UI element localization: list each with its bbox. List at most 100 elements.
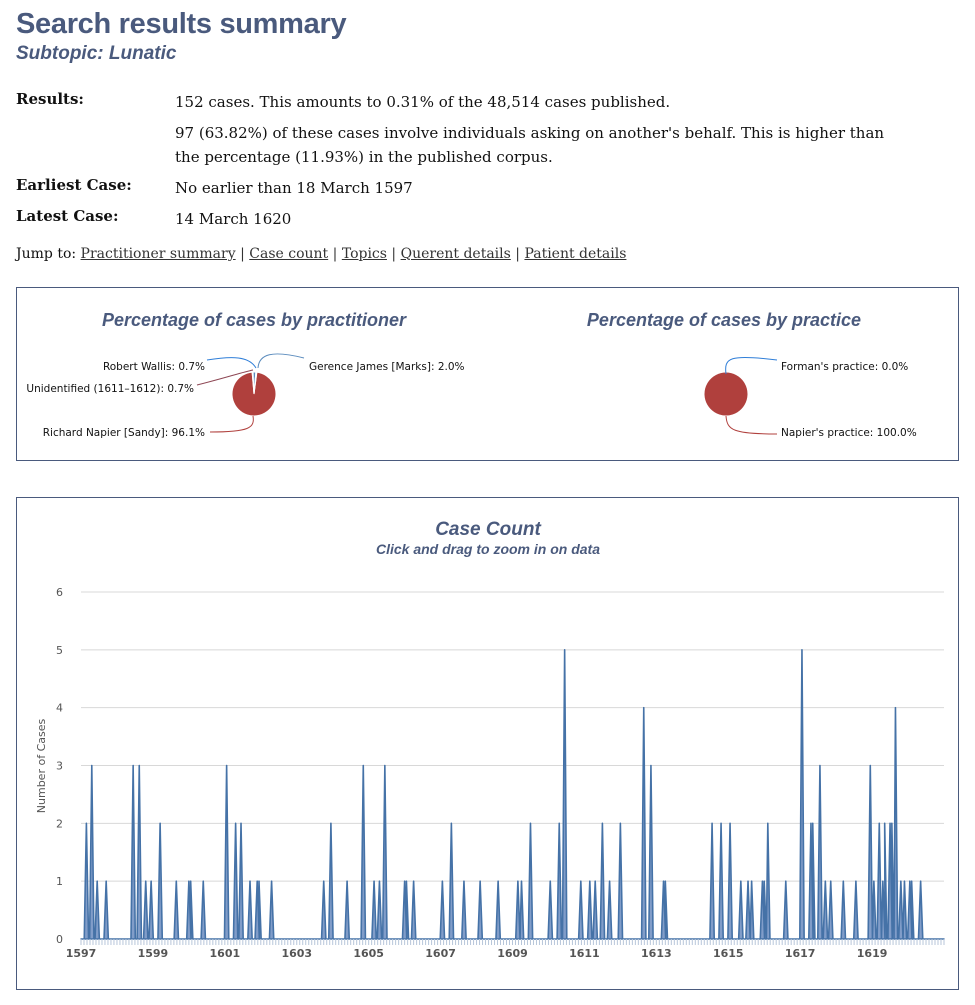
data-point[interactable] [159, 822, 161, 824]
data-point[interactable] [258, 880, 260, 882]
data-point[interactable] [450, 822, 452, 824]
data-point[interactable] [564, 649, 566, 651]
data-point[interactable] [767, 822, 769, 824]
data-point[interactable] [740, 880, 742, 882]
jump-link-practitioner-summary[interactable]: Practitioner summary [80, 246, 236, 262]
data-point[interactable] [270, 880, 273, 882]
data-point[interactable] [911, 880, 913, 882]
data-point[interactable] [729, 822, 731, 824]
data-point[interactable] [594, 880, 596, 882]
jump-link-case-count[interactable]: Case count [249, 246, 329, 262]
data-point[interactable] [405, 880, 408, 882]
data-point[interactable] [150, 880, 152, 882]
pie-slice-napier-practice[interactable] [703, 371, 749, 417]
data-point[interactable] [909, 880, 911, 882]
x-tick-label: 1597 [66, 947, 97, 960]
case-count-subtitle: Click and drag to zoom in on data [376, 541, 600, 557]
jump-link-querent-details[interactable]: Querent details [400, 246, 511, 262]
data-point[interactable] [373, 880, 375, 882]
jump-link-patient-details[interactable]: Patient details [524, 246, 627, 262]
data-point[interactable] [891, 822, 893, 824]
data-point[interactable] [763, 880, 765, 882]
data-point[interactable] [91, 764, 93, 767]
data-point[interactable] [589, 880, 591, 882]
data-point[interactable] [580, 880, 582, 882]
case-count-chart[interactable]: Case Count Click and drag to zoom in on … [17, 498, 958, 989]
data-point[interactable] [842, 880, 844, 882]
data-point[interactable] [145, 880, 147, 882]
data-point[interactable] [869, 764, 871, 767]
data-point[interactable] [463, 880, 465, 882]
data-point[interactable] [85, 822, 87, 824]
data-point[interactable] [882, 880, 884, 882]
data-point[interactable] [240, 822, 242, 824]
data-point[interactable] [894, 707, 897, 709]
data-point[interactable] [517, 880, 519, 882]
practice-pie-title: Percentage of cases by practice [587, 310, 861, 330]
data-point[interactable] [824, 880, 826, 882]
data-point[interactable] [190, 880, 192, 882]
data-point[interactable] [404, 880, 406, 882]
data-point[interactable] [479, 880, 481, 882]
data-point[interactable] [346, 880, 348, 882]
data-point[interactable] [330, 822, 332, 824]
data-point[interactable] [662, 880, 665, 882]
case-count-area[interactable] [80, 649, 945, 940]
data-point[interactable] [889, 822, 891, 824]
data-point[interactable] [761, 880, 764, 882]
data-point[interactable] [643, 707, 645, 709]
data-point[interactable] [785, 880, 787, 882]
data-point[interactable] [650, 764, 652, 767]
pie-slice-unidentified[interactable] [253, 371, 258, 395]
data-point[interactable] [558, 822, 560, 824]
data-point[interactable] [96, 880, 98, 882]
data-point[interactable] [920, 880, 922, 882]
data-point[interactable] [256, 880, 258, 882]
data-point[interactable] [202, 880, 204, 882]
data-point[interactable] [855, 880, 857, 882]
data-point[interactable] [235, 822, 237, 824]
data-point[interactable] [711, 822, 713, 824]
y-tick-label: 1 [56, 875, 63, 888]
data-point[interactable] [900, 880, 902, 882]
data-point[interactable] [362, 764, 364, 767]
data-point[interactable] [884, 822, 886, 824]
data-point[interactable] [810, 822, 812, 824]
jump-link-topics[interactable]: Topics [341, 246, 387, 262]
data-point[interactable] [830, 880, 832, 882]
data-point[interactable] [878, 822, 880, 824]
data-point[interactable] [520, 880, 523, 882]
data-point[interactable] [751, 880, 753, 882]
data-point[interactable] [226, 764, 228, 767]
data-point[interactable] [903, 880, 906, 882]
data-point[interactable] [132, 764, 134, 767]
practice-pie-chart[interactable] [703, 371, 749, 417]
data-point[interactable] [664, 880, 666, 882]
y-tick-label: 6 [56, 586, 63, 599]
data-point[interactable] [801, 649, 803, 651]
pie-label-napier: Richard Napier [Sandy]: 96.1% [43, 427, 205, 439]
data-point[interactable] [873, 880, 875, 882]
data-point[interactable] [819, 764, 821, 767]
data-point[interactable] [812, 822, 814, 824]
data-point[interactable] [619, 822, 621, 824]
data-point[interactable] [384, 764, 386, 767]
data-point[interactable] [413, 880, 415, 882]
data-point[interactable] [138, 764, 140, 767]
data-point[interactable] [249, 880, 251, 882]
practitioner-pie-chart[interactable] [231, 371, 277, 417]
data-point[interactable] [549, 880, 551, 882]
data-point[interactable] [441, 880, 443, 882]
data-point[interactable] [378, 880, 381, 882]
data-point[interactable] [323, 880, 325, 882]
data-point[interactable] [529, 822, 532, 824]
data-point[interactable] [188, 880, 190, 882]
data-point[interactable] [175, 880, 177, 882]
data-point[interactable] [105, 880, 107, 882]
data-point[interactable] [497, 880, 499, 882]
data-point[interactable] [608, 880, 611, 882]
pie-label-napier-practice: Napier's practice: 100.0% [781, 427, 917, 439]
data-point[interactable] [720, 822, 722, 824]
data-point[interactable] [747, 880, 749, 882]
data-point[interactable] [601, 822, 603, 824]
